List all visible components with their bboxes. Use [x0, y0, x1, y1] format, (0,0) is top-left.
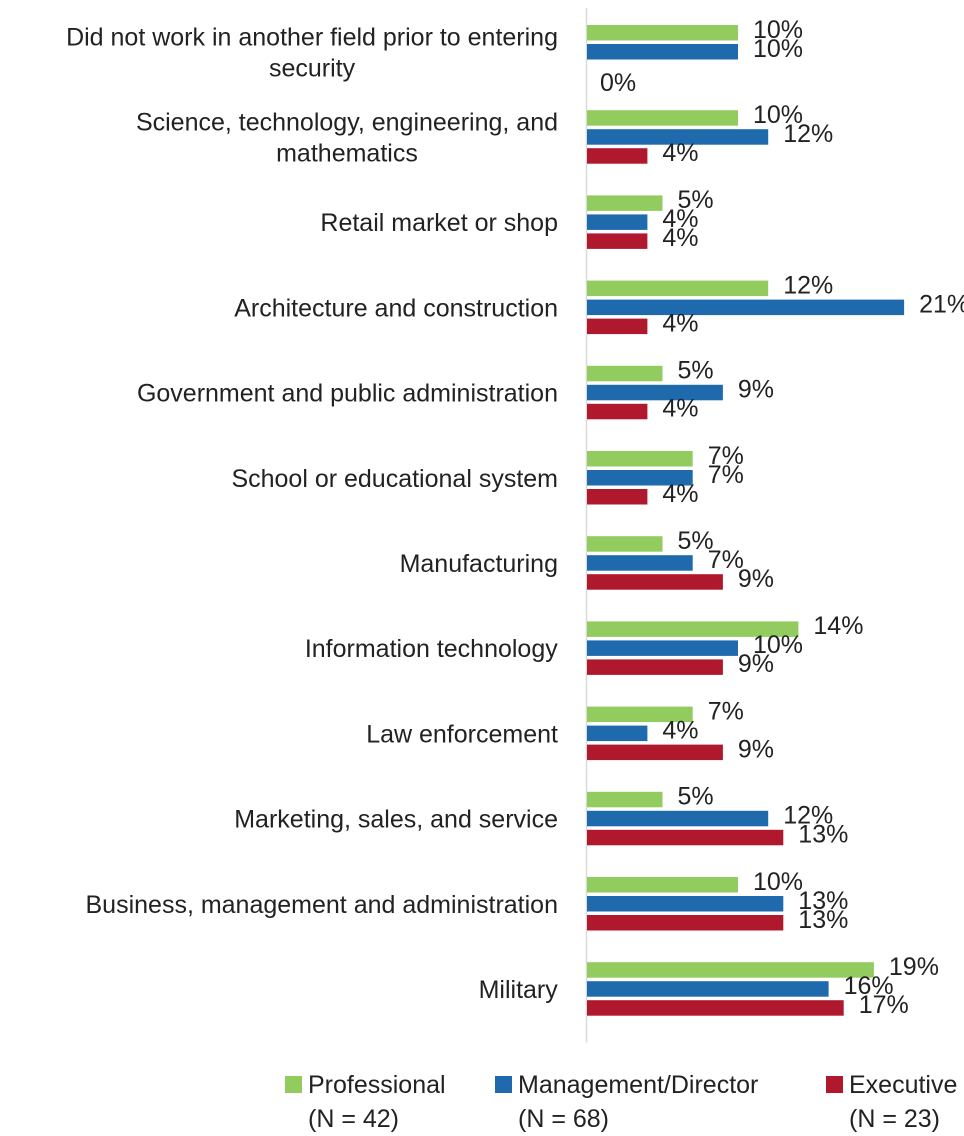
value-label-retail-market-or-shop-executive: 4%	[662, 224, 698, 252]
legend: Professional (N = 42) Management/Directo…	[0, 1068, 964, 1135]
value-label-marketing-sales-and-service-executive: 13%	[798, 821, 848, 849]
value-label-science-technology-engineering-and-mathematics-professional: 10%	[753, 101, 803, 129]
bar-science-technology-engineering-and-mathematics-management-director	[587, 129, 769, 145]
value-label-business-management-and-administration-executive: 13%	[798, 906, 848, 934]
bar-business-management-and-administration-management-director	[587, 896, 784, 912]
bar-did-not-work-in-another-field-prior-to-entering-security-professional	[587, 25, 738, 41]
value-label-architecture-and-construction-management-director: 21%	[919, 290, 964, 318]
category-label-government-and-public-administration: Government and public administration	[137, 380, 558, 408]
value-label-school-or-educational-system-management-director: 7%	[708, 461, 744, 489]
bar-manufacturing-management-director	[587, 555, 693, 571]
value-label-science-technology-engineering-and-mathematics-management-director: 12%	[783, 120, 833, 148]
bar-architecture-and-construction-professional	[587, 280, 769, 297]
value-label-did-not-work-in-another-field-prior-to-entering-security-professional: 10%	[753, 16, 803, 44]
value-label-manufacturing-management-director: 7%	[708, 546, 744, 574]
bar-retail-market-or-shop-management-director	[587, 214, 648, 230]
bar-marketing-sales-and-service-executive	[587, 829, 784, 846]
value-label-retail-market-or-shop-management-director: 4%	[662, 205, 698, 233]
value-label-law-enforcement-executive: 9%	[738, 735, 774, 763]
category-label-information-technology: Information technology	[305, 635, 558, 663]
category-label-business-management-and-administration: Business, management and administration	[86, 891, 559, 919]
legend-item-professional: Professional (N = 42)	[285, 1068, 446, 1136]
legend-swatch-management-director	[495, 1076, 512, 1093]
bar-law-enforcement-professional	[587, 706, 693, 723]
legend-item-executive: Executive (N = 23)	[826, 1068, 957, 1136]
value-label-business-management-and-administration-management-director: 13%	[798, 887, 848, 915]
bar-school-or-educational-system-professional	[587, 451, 693, 467]
category-label-marketing-sales-and-service: Marketing, sales, and service	[234, 806, 558, 834]
value-label-military-professional: 19%	[889, 953, 939, 981]
value-label-information-technology-executive: 9%	[738, 650, 774, 678]
value-label-school-or-educational-system-professional: 7%	[708, 442, 744, 470]
bar-school-or-educational-system-management-director	[587, 470, 693, 486]
category-label-school-or-educational-system: School or educational system	[231, 465, 558, 493]
value-label-school-or-educational-system-executive: 4%	[662, 480, 698, 508]
bar-government-and-public-administration-management-director	[587, 384, 723, 401]
category-label-law-enforcement: Law enforcement	[366, 720, 558, 748]
legend-label-professional: Professional	[308, 1071, 446, 1099]
bar-business-management-and-administration-executive	[587, 915, 784, 931]
value-label-information-technology-professional: 14%	[813, 612, 863, 640]
value-label-government-and-public-administration-professional: 5%	[678, 357, 714, 385]
bar-architecture-and-construction-executive	[587, 318, 648, 335]
value-label-architecture-and-construction-professional: 12%	[783, 271, 833, 299]
value-label-military-management-director: 16%	[844, 972, 894, 1000]
bar-science-technology-engineering-and-mathematics-executive	[587, 148, 648, 164]
value-label-law-enforcement-professional: 7%	[708, 697, 744, 725]
legend-label-management-director: Management/Director	[518, 1071, 759, 1099]
bar-did-not-work-in-another-field-prior-to-entering-security-management-director	[587, 44, 738, 60]
bar-information-technology-management-director	[587, 640, 738, 656]
value-label-did-not-work-in-another-field-prior-to-entering-security-management-director: 10%	[753, 35, 803, 63]
bar-military-professional	[587, 962, 874, 978]
bar-information-technology-executive	[587, 659, 723, 675]
value-label-did-not-work-in-another-field-prior-to-entering-security-executive: 0%	[600, 69, 636, 97]
bar-law-enforcement-management-director	[587, 725, 648, 742]
value-label-information-technology-management-director: 10%	[753, 631, 803, 659]
bar-architecture-and-construction-management-director	[587, 299, 905, 316]
legend-label-executive: Executive	[849, 1071, 958, 1099]
legend-n-executive: (N = 23)	[849, 1105, 941, 1133]
bar-chart: Did not work in another field prior to e…	[66, 8, 964, 1043]
bar-business-management-and-administration-professional	[587, 877, 738, 893]
bar-marketing-sales-and-service-professional	[587, 791, 663, 808]
bar-government-and-public-administration-professional	[587, 365, 663, 382]
legend-item-management-director: Management/Director (N = 68)	[495, 1068, 758, 1136]
category-label-military: Military	[479, 976, 559, 1004]
value-label-architecture-and-construction-executive: 4%	[662, 309, 698, 337]
value-label-manufacturing-executive: 9%	[738, 565, 774, 593]
bar-law-enforcement-executive	[587, 744, 723, 761]
value-label-law-enforcement-management-director: 4%	[662, 716, 698, 744]
legend-swatch-executive	[826, 1076, 843, 1093]
bar-retail-market-or-shop-executive	[587, 233, 648, 249]
bar-manufacturing-professional	[587, 536, 663, 552]
legend-swatch-professional	[285, 1076, 302, 1093]
bar-military-management-director	[587, 981, 829, 997]
category-label-retail-market-or-shop: Retail market or shop	[320, 209, 558, 237]
bar-military-executive	[587, 1000, 844, 1016]
value-label-science-technology-engineering-and-mathematics-executive: 4%	[662, 139, 698, 167]
value-label-marketing-sales-and-service-management-director: 12%	[783, 802, 833, 830]
bar-marketing-sales-and-service-management-director	[587, 810, 769, 827]
bar-retail-market-or-shop-professional	[587, 195, 663, 211]
category-label-did-not-work-in-another-field-prior-to-entering-security: Did not work in another field prior to e…	[66, 23, 558, 82]
value-label-marketing-sales-and-service-professional: 5%	[678, 783, 714, 811]
value-label-business-management-and-administration-professional: 10%	[753, 868, 803, 896]
category-label-science-technology-engineering-and-mathematics: Science, technology, engineering, and mat…	[136, 108, 558, 167]
value-label-retail-market-or-shop-professional: 5%	[678, 186, 714, 214]
bar-school-or-educational-system-executive	[587, 489, 648, 505]
bar-information-technology-professional	[587, 621, 799, 637]
bar-government-and-public-administration-executive	[587, 403, 648, 420]
category-label-architecture-and-construction: Architecture and construction	[234, 294, 558, 322]
value-label-military-executive: 17%	[859, 991, 909, 1019]
bar-science-technology-engineering-and-mathematics-professional	[587, 110, 738, 126]
category-label-manufacturing: Manufacturing	[400, 550, 558, 578]
value-label-government-and-public-administration-management-director: 9%	[738, 376, 774, 404]
legend-n-management-director: (N = 68)	[518, 1105, 610, 1133]
bar-manufacturing-executive	[587, 574, 723, 590]
value-label-manufacturing-professional: 5%	[678, 527, 714, 555]
legend-n-professional: (N = 42)	[308, 1105, 400, 1133]
value-label-government-and-public-administration-executive: 4%	[662, 395, 698, 423]
